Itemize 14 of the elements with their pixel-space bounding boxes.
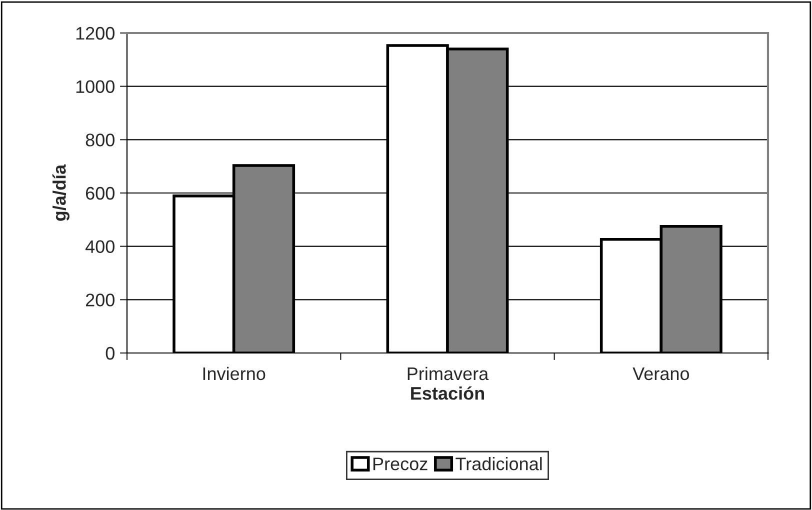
legend-label: Precoz <box>373 458 428 470</box>
x-axis-title: Estación <box>411 386 484 400</box>
x-tick-label: Invierno <box>203 366 266 380</box>
y-tick-label: 600 <box>86 186 114 200</box>
x-tick-label: Verano <box>632 368 690 380</box>
legend-label: Tradicional <box>456 457 542 470</box>
y-tick-label: 1200 <box>76 26 114 40</box>
y-tick-label: 0 <box>106 346 114 360</box>
y-tick-label: 400 <box>85 240 114 254</box>
y-tick-label: 1000 <box>76 80 114 94</box>
y-axis-title: g/a/día <box>52 164 70 221</box>
y-tick-label: 200 <box>86 294 114 306</box>
x-tick-label: Primavera <box>408 366 489 380</box>
y-tick-label: 800 <box>86 134 114 146</box>
